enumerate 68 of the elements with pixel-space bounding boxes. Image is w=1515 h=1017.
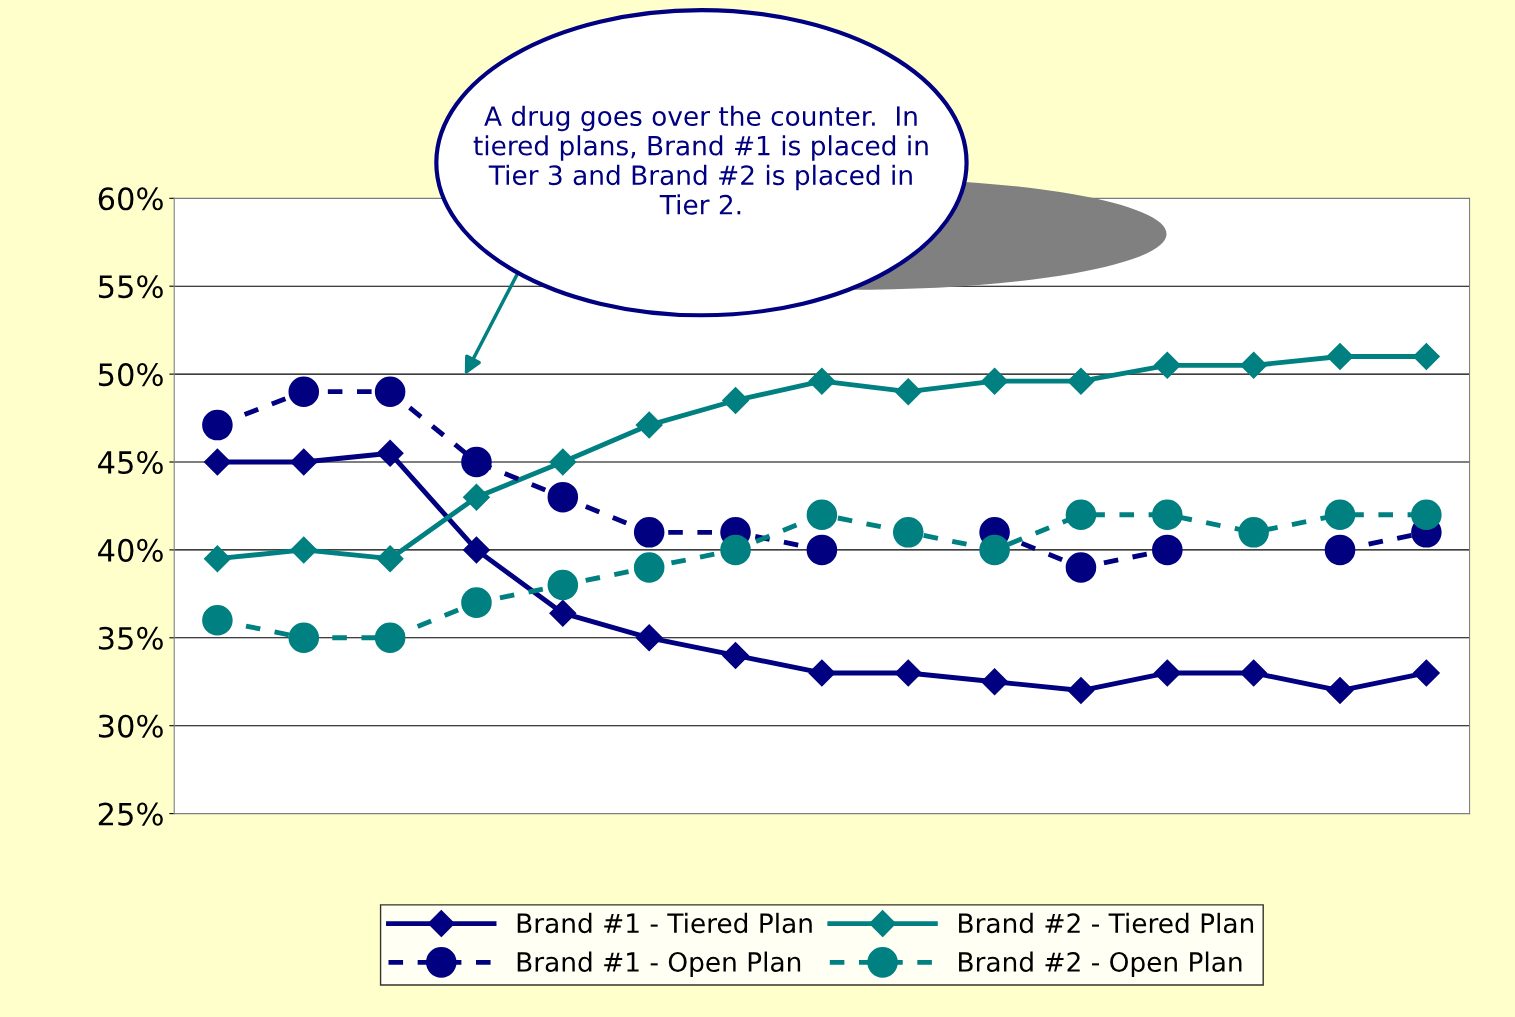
y-tick-label: 50% [98,363,163,387]
point [547,569,579,601]
point [549,600,576,627]
point [892,517,924,548]
y-tick-label: 25% [98,802,163,826]
point [633,517,665,548]
y-tick-label: 55% [98,275,163,299]
legend-label: Brand #2 - Open Plan [959,951,1242,978]
point [1067,367,1095,395]
point [461,446,492,478]
point [290,448,317,476]
point [288,376,320,407]
point [204,448,231,476]
point [376,545,404,572]
y-tick-label: 60% [98,187,163,211]
point [806,534,838,566]
point [1324,534,1356,566]
point [1154,659,1181,687]
point [1413,659,1440,687]
point [549,448,576,476]
point [808,367,836,395]
legend-label: Brand #2 - Tiered Plan [959,912,1254,934]
point [722,387,749,414]
point [1154,352,1181,379]
point [461,587,492,618]
point [1411,499,1442,531]
point [636,624,663,651]
point [1152,499,1183,531]
point [722,642,749,669]
annotation: A drug goes over the counter. In tiered plans, Brand #1 is placed in Tier 3 and Brand #2 is placed in Tier 2. [473,105,928,215]
point [1065,499,1097,531]
point [288,622,320,654]
point [1326,677,1354,704]
y-tick-label: 40% [98,538,163,562]
point [1240,659,1267,687]
legend-label: Brand #1 - Open Plan [517,951,801,978]
point [979,534,1010,566]
point [290,536,317,564]
y-tick-label: 45% [98,450,163,475]
point [376,440,404,467]
point [808,659,836,687]
point [895,378,922,405]
point [202,604,233,636]
point [1152,534,1183,566]
point [981,367,1008,395]
point [547,481,579,513]
point [374,622,406,654]
point [204,545,231,572]
point [463,536,490,564]
point [806,499,838,531]
point [1067,677,1095,704]
point [1240,352,1267,379]
legend-label: Brand #1 - Tiered Plan [517,912,812,934]
y-tick-label: 35% [98,626,163,650]
point [463,483,490,511]
point [1238,517,1269,548]
point [1065,552,1097,583]
point [1326,343,1354,370]
y-tick-label: 30% [98,714,163,738]
point [202,409,233,441]
point [981,668,1008,695]
point [1324,499,1356,531]
point [636,411,663,439]
point [374,376,406,407]
point [1413,343,1440,370]
point [720,534,751,566]
point [895,659,922,687]
point [633,552,665,583]
